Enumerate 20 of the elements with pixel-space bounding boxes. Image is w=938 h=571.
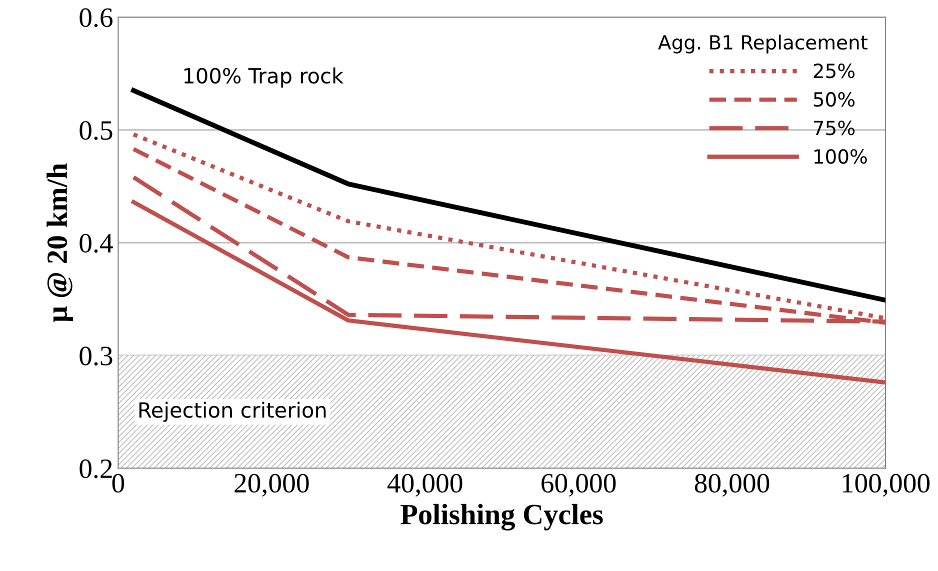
y-tick-label: 0.5: [80, 121, 112, 140]
x-tick-label: 60,000: [542, 474, 616, 497]
x-axis-title: Polishing Cycles: [400, 504, 603, 531]
x-tick-label: 80,000: [694, 474, 770, 497]
band-label: Rejection criterion: [139, 402, 326, 422]
y-tick-label: 0.2: [80, 459, 112, 478]
x-tick-label: 0: [112, 474, 124, 493]
x-tick-label: 20,000: [234, 474, 309, 497]
y-axis-title: μ @ 20 km/h: [46, 163, 74, 322]
y-tick-label: 0.6: [80, 8, 112, 28]
legend-label: 100%: [814, 149, 867, 164]
annotation: 100% Trap rock: [184, 67, 344, 88]
legend-label: 25%: [814, 64, 855, 78]
legend-label: 75%: [814, 120, 855, 136]
legend-label: 50%: [814, 92, 855, 107]
y-tick-label: 0.3: [80, 346, 112, 366]
legend-title: Agg. B1 Replacement: [658, 34, 868, 54]
x-tick-label: 40,000: [387, 474, 462, 497]
x-tick-label: 100,000: [842, 474, 930, 497]
y-tick-label: 0.4: [80, 234, 113, 253]
